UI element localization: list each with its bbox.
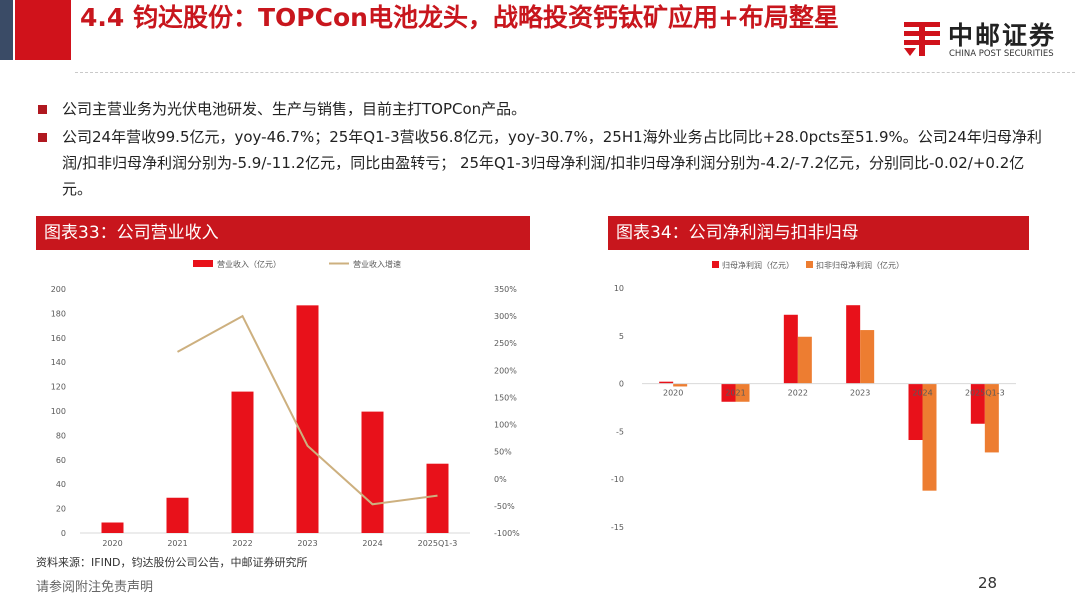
deducted-net-profit-bar [735,383,750,402]
x-tick-label: 2021 [725,389,745,398]
revenue-bar [101,522,124,533]
y-tick-label: -10 [611,475,624,484]
y-tick-label-left: 120 [51,383,66,392]
footer-disclaimer: 请参阅附注免责声明 [36,580,154,595]
logo-text-en: CHINA POST SECURITIES [949,49,1054,59]
y-tick-label-right: 0% [494,475,507,484]
header-accent-block [15,0,71,60]
bullet-item: 公司主营业务为光伏电池研发、生产与销售，目前主打TOPCon产品。 [38,96,1048,122]
x-tick-label: 2020 [663,389,683,398]
deducted-net-profit-bar [673,383,688,387]
y-tick-label-left: 40 [56,480,66,489]
x-tick-label: 2025Q1-3 [965,389,1005,398]
bullet-square-icon [38,105,47,114]
x-tick-label: 2021 [167,539,187,548]
deducted-net-profit-bar [984,383,999,453]
chart33-header: 图表33：公司营业收入 [36,216,530,250]
revenue-bar [231,391,254,533]
y-tick-label-left: 20 [56,505,66,514]
revenue-bar [296,305,319,533]
legend-label-net-profit: 归母净利润（亿元） [722,260,794,270]
legend-swatch-revenue [193,260,213,267]
growth-line [177,314,438,506]
revenue-bar [426,463,449,533]
net-profit-bar [721,383,736,402]
y-tick-label-right: 250% [494,339,517,348]
chart33-revenue: 0 20 40 60 80 100 120 140 160 180 200 -100% -50% 0% 50… [51,259,520,548]
y-tick-label-left: 80 [56,431,66,440]
y-tick-label-right: 50% [494,448,512,457]
china-post-logo-icon [904,22,940,56]
chart34-title: 图表34：公司净利润与扣非归母 [616,223,859,243]
chart34-header: 图表34：公司净利润与扣非归母 [608,216,1029,250]
legend-label-revenue: 营业收入（亿元） [217,259,281,269]
net-profit-bar [783,314,798,384]
revenue-bar [361,411,384,533]
y-tick-label-left: 100 [51,407,66,416]
y-tick-label: 5 [619,332,624,341]
revenue-bar [166,497,189,533]
x-tick-label: 2022 [232,539,252,548]
y-tick-label-left: 140 [51,358,66,367]
y-tick-label: -15 [611,523,624,532]
y-tick-label-right: -50% [494,502,515,511]
bullet-item: 公司24年营收99.5亿元，yoy-46.7%；25年Q1-3营收56.8亿元，… [38,124,1048,202]
y-tick-label-left: 180 [51,309,66,318]
page-title: 4.4 钧达股份：TOPCon电池龙头，战略投资钙钛矿应用+布局整星 [80,3,839,32]
y-tick-label: -5 [616,427,624,436]
legend-swatch-net-profit [712,261,719,268]
bullet-text: 公司24年营收99.5亿元，yoy-46.7%；25年Q1-3营收56.8亿元，… [62,128,1042,198]
net-profit-bar [659,381,674,384]
net-profit-bar [908,383,923,441]
y-tick-label-right: 200% [494,366,517,375]
y-tick-label-left: 0 [61,529,66,538]
page-number: 28 [978,574,998,592]
y-tick-label: 10 [614,284,624,293]
y-tick-label-right: 150% [494,393,517,402]
x-tick-label: 2022 [788,389,808,398]
y-tick-label-left: 200 [51,285,66,294]
deducted-net-profit-bar [922,383,937,491]
legend-label-deducted: 扣非归母净利润（亿元） [816,260,904,270]
source-note: 资料来源：IFIND，钧达股份公司公告，中邮证券研究所 [36,556,308,569]
legend-label-growth: 营业收入增速 [353,259,401,269]
summary-bullets: 公司主营业务为光伏电池研发、生产与销售，目前主打TOPCon产品。 公司24年营… [38,96,1048,204]
y-tick-label-right: 350% [494,285,517,294]
x-tick-label: 2025Q1-3 [418,539,458,548]
legend-swatch-deducted [806,261,813,268]
net-profit-bar [846,305,861,384]
header-divider [75,72,1075,73]
company-logo: 中邮证券 CHINA POST SECURITIES [902,16,1072,66]
x-tick-label: 2023 [297,539,317,548]
x-tick-label: 2024 [912,389,932,398]
chart33-title: 图表33：公司营业收入 [44,223,219,243]
chart34-net-profit: -15 -10 -5 0 5 10 2020 2021 2022 2023 2024 2025Q1-3… [611,260,1016,532]
y-tick-label: 0 [619,380,624,389]
y-tick-label-left: 160 [51,334,66,343]
y-tick-label-right: 300% [494,312,517,321]
bullet-square-icon [38,133,47,142]
y-tick-label-right: 100% [494,421,517,430]
y-tick-label-left: 60 [56,456,66,465]
y-tick-label-right: -100% [494,529,520,538]
bullet-text: 公司主营业务为光伏电池研发、生产与销售，目前主打TOPCon产品。 [62,100,527,118]
x-tick-label: 2023 [850,389,870,398]
header-accent-bar [0,0,13,60]
x-tick-label: 2024 [362,539,382,548]
x-tick-label: 2020 [102,539,122,548]
deducted-net-profit-bar [797,336,812,384]
logo-text-cn: 中邮证券 [948,21,1057,50]
net-profit-bar [970,383,985,424]
deducted-net-profit-bar [860,330,875,384]
